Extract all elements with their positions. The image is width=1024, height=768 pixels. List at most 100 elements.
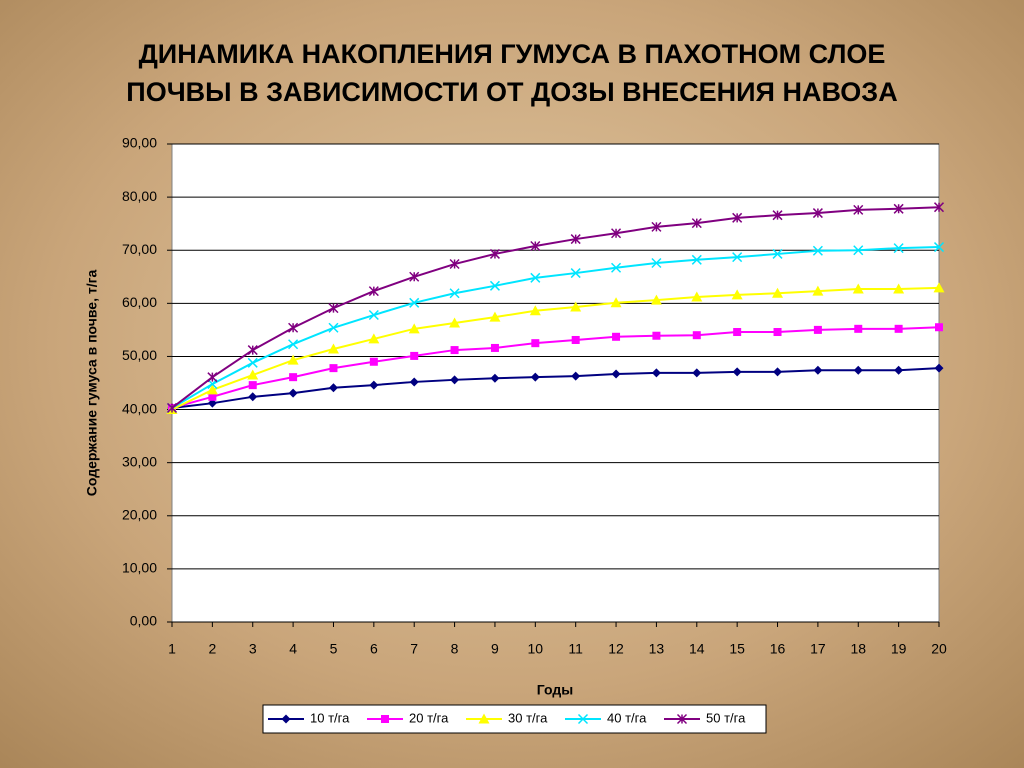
x-tick-label: 2	[208, 641, 216, 657]
y-tick-label: 90,00	[122, 135, 157, 151]
x-tick-label: 14	[689, 641, 705, 657]
y-tick-label: 60,00	[122, 294, 157, 310]
data-point	[247, 369, 259, 380]
data-point	[812, 285, 824, 296]
data-point	[368, 309, 379, 321]
x-tick-label: 12	[608, 641, 624, 657]
data-point	[893, 283, 905, 294]
y-tick-label: 30,00	[122, 453, 157, 469]
data-point	[247, 345, 258, 356]
data-point	[206, 384, 218, 395]
chart-subtitle: ПОЧВЫ В ЗАВИСИМОСТИ ОТ ДОЗЫ ВНЕСЕНИЯ НАВ…	[126, 77, 897, 107]
data-point	[368, 333, 380, 344]
data-point	[410, 351, 419, 360]
data-point	[732, 367, 742, 377]
data-point	[812, 245, 823, 256]
data-point	[529, 305, 541, 316]
data-point	[853, 204, 864, 215]
data-point	[813, 325, 822, 334]
legend-marker	[577, 713, 589, 725]
data-point	[812, 208, 823, 219]
data-point	[691, 218, 702, 229]
x-tick-label: 18	[850, 641, 866, 657]
data-point	[368, 286, 379, 297]
data-point	[611, 228, 622, 239]
data-point	[530, 240, 541, 252]
y-tick-label: 50,00	[122, 347, 157, 363]
data-point	[652, 331, 661, 340]
y-axis-label: Содержание гумуса в почве, т/га	[84, 270, 100, 497]
x-tick-label: 1	[168, 641, 176, 657]
series-line	[171, 246, 940, 409]
y-tick-label: 70,00	[122, 241, 157, 257]
data-point	[611, 369, 621, 379]
data-point	[570, 268, 581, 279]
x-tick-label: 5	[330, 641, 338, 657]
data-point	[772, 248, 783, 259]
data-point	[611, 262, 622, 273]
legend-label: 30 т/га	[508, 710, 548, 725]
legend-marker	[478, 713, 490, 724]
data-point	[933, 242, 945, 253]
data-point	[651, 368, 661, 378]
data-point	[490, 343, 499, 352]
data-point	[813, 365, 823, 375]
data-point	[409, 297, 420, 308]
data-point	[489, 311, 501, 322]
legend-label: 40 т/га	[607, 710, 647, 725]
data-point	[327, 343, 339, 354]
x-tick-label: 10	[528, 641, 544, 657]
data-point	[287, 354, 299, 365]
x-tick-label: 9	[491, 641, 499, 657]
data-point	[450, 346, 459, 355]
data-point	[610, 297, 622, 308]
y-tick-label: 40,00	[122, 400, 157, 416]
data-point	[853, 245, 864, 256]
data-point	[408, 323, 420, 334]
data-point	[369, 357, 378, 366]
x-tick-label: 8	[451, 641, 459, 657]
x-tick-label: 11	[568, 641, 583, 657]
data-point	[166, 402, 178, 413]
data-point	[289, 373, 298, 382]
data-point	[651, 257, 662, 268]
data-point	[570, 301, 582, 312]
data-point	[288, 388, 298, 398]
data-point	[328, 322, 339, 333]
x-tick-label: 7	[410, 641, 418, 657]
data-point	[571, 371, 581, 381]
x-tick-label: 6	[370, 641, 378, 657]
y-tick-label: 0,00	[130, 613, 157, 629]
chart-title: ДИНАМИКА НАКОПЛЕНИЯ ГУМУСА В ПАХОТНОМ СЛ…	[139, 39, 886, 69]
data-point	[772, 287, 784, 298]
data-point	[288, 339, 299, 350]
legend-marker	[281, 714, 291, 724]
data-point	[692, 368, 702, 378]
data-point	[933, 202, 945, 213]
data-point	[773, 328, 782, 337]
data-point	[449, 317, 461, 328]
data-point	[933, 282, 945, 293]
data-point	[409, 271, 420, 282]
data-point	[489, 248, 500, 259]
data-point	[772, 210, 783, 221]
legend-marker	[381, 715, 389, 723]
data-point	[248, 381, 257, 390]
data-point	[893, 203, 904, 214]
x-axis-label: Годы	[537, 682, 573, 698]
data-point	[773, 367, 783, 377]
x-tick-label: 19	[891, 641, 907, 657]
series-line	[171, 286, 940, 411]
legend-label: 20 т/га	[409, 710, 449, 725]
legend-label: 50 т/га	[706, 710, 746, 725]
data-point	[530, 272, 541, 283]
data-point	[893, 243, 904, 254]
data-point	[288, 322, 299, 333]
legend-marker	[676, 713, 688, 725]
data-point	[651, 221, 662, 232]
legend-label: 10 т/га	[310, 710, 350, 725]
data-point	[329, 364, 338, 373]
data-point	[650, 294, 662, 305]
y-tick-label: 10,00	[122, 560, 157, 576]
